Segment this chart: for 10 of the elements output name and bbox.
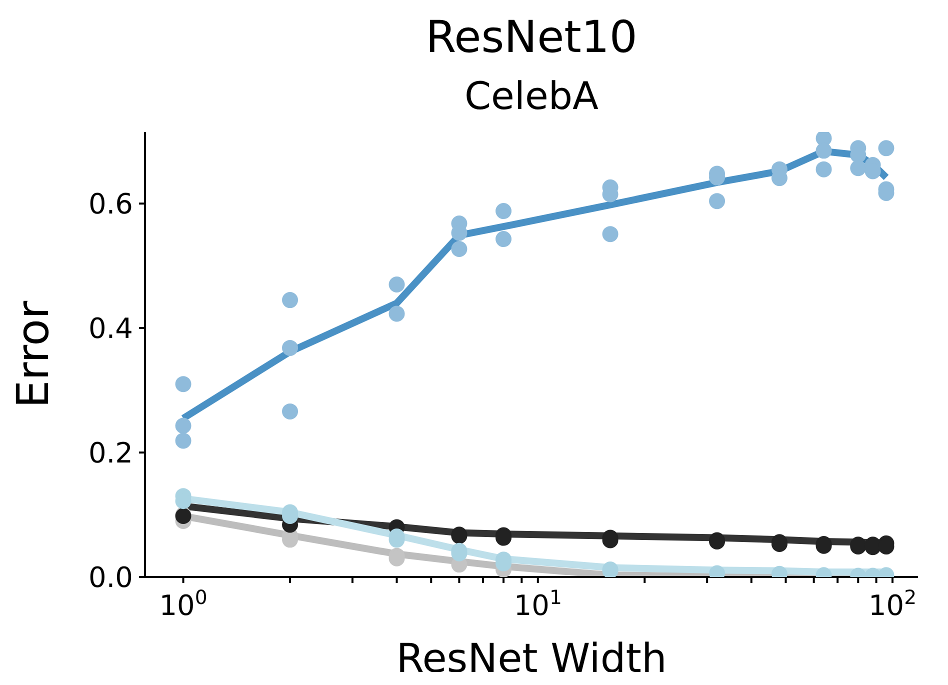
y-tick-label: 0.6 [88,188,133,221]
chart-title: ResNet10 [424,11,638,65]
y-tick-label: 0.4 [88,312,133,346]
chart-subtitle: CelebA [464,73,600,120]
x-tick-label: 10$^{2}$ [868,586,917,622]
y-axis-title: Error [8,300,59,408]
y-tick-label: 0.2 [88,436,133,470]
y-tick-label: 0.0 [88,561,133,594]
x-tick-label: 10$^{0}$ [159,586,208,622]
x-tick-label: 10$^{1}$ [514,586,562,622]
